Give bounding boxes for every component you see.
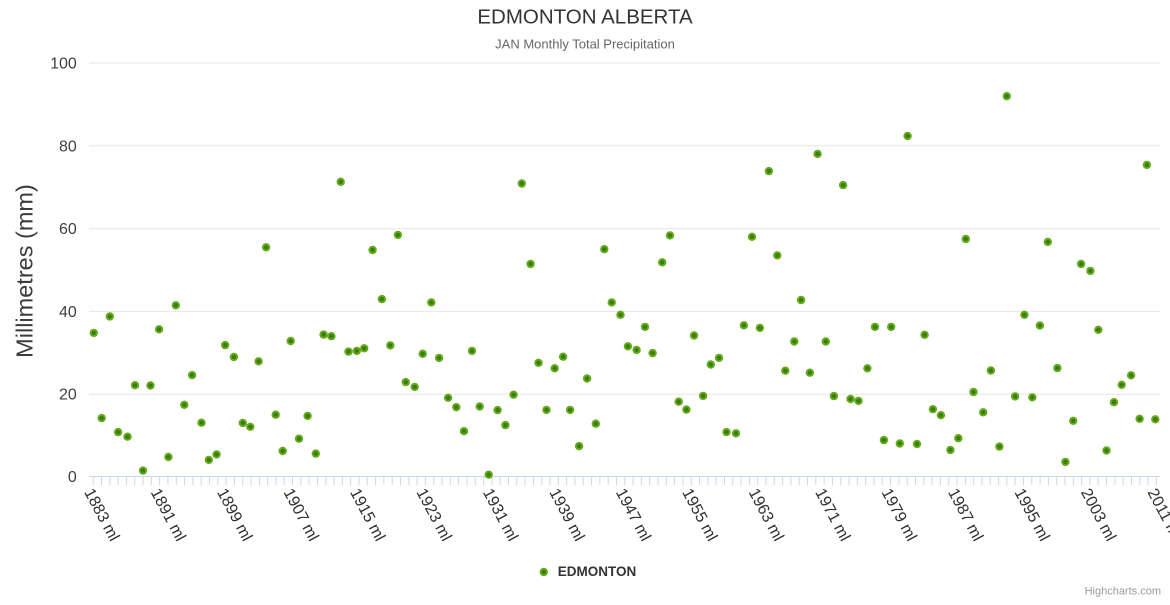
svg-text:20: 20 [59, 387, 77, 404]
svg-text:100: 100 [50, 56, 77, 73]
svg-text:Highcharts.com: Highcharts.com [1085, 586, 1161, 598]
svg-text:40: 40 [59, 304, 77, 321]
svg-text:EDMONTON: EDMONTON [558, 564, 637, 579]
svg-text:EDMONTON ALBERTA: EDMONTON ALBERTA [477, 6, 693, 29]
svg-text:60: 60 [59, 221, 77, 238]
svg-text:Millimetres (mm): Millimetres (mm) [12, 184, 38, 358]
svg-text:80: 80 [59, 138, 77, 155]
svg-text:JAN Monthly Total Precipitatio: JAN Monthly Total Precipitation [495, 36, 675, 51]
svg-text:0: 0 [68, 469, 77, 486]
